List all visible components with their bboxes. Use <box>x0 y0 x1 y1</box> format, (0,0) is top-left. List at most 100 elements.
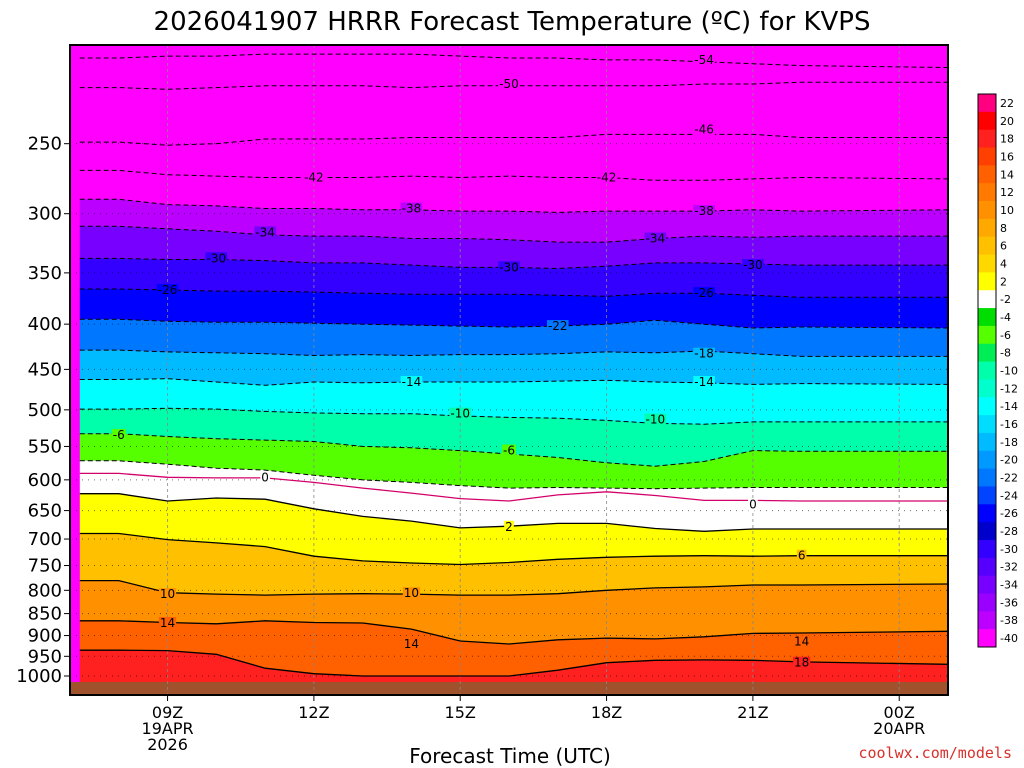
isotherm-label-bg <box>644 232 667 245</box>
band-fill-10 <box>79 580 948 644</box>
colorbar-label: -6 <box>1000 329 1011 342</box>
colorbar-label: -12 <box>1000 382 1018 395</box>
isotherm-label: 14 <box>404 637 419 651</box>
isotherm-label: -46 <box>694 123 714 137</box>
x-tick-label: 09Z <box>152 703 183 722</box>
band-fill-2 <box>79 493 948 565</box>
colorbar-frame <box>977 93 997 648</box>
colorbar-label: -32 <box>1000 561 1018 574</box>
isotherm-label: -6 <box>503 444 515 458</box>
isotherm-label-bg <box>693 375 715 388</box>
x-tick-label: 15Z <box>445 703 476 722</box>
band-fill--22 <box>79 319 948 357</box>
isotherm--30 <box>79 257 948 270</box>
isotherm-label: -50 <box>499 77 519 91</box>
x-tick-label: 19APR <box>142 719 194 738</box>
isotherm-label-bg <box>402 637 421 650</box>
band-fill--18 <box>79 350 948 386</box>
isotherm-label: -14 <box>402 375 422 389</box>
isotherm-label-bg <box>693 123 715 136</box>
isotherm-label-bg <box>303 171 325 184</box>
x-tick-label: 12Z <box>298 703 329 722</box>
colorbar-label: -18 <box>1000 436 1018 449</box>
colorbar-label: 10 <box>1000 204 1014 217</box>
isotherm-label: 0 <box>261 470 269 484</box>
colorbar-swatch <box>978 111 996 131</box>
colorbar-label: -14 <box>1000 400 1018 413</box>
x-tick-label: 00Z <box>884 703 915 722</box>
isotherm-label-bg <box>693 287 715 300</box>
isotherm-label: -30 <box>743 258 763 272</box>
colorbar: 22 20 18 16 14 12 10 8 6 4 2 -2 -4 -6 -8 -10 -12 -14 -16 -1… <box>977 93 1018 648</box>
isotherm--26 <box>79 288 948 298</box>
isotherm-label-bg <box>748 498 758 511</box>
colorbar-label: 6 <box>1000 240 1007 253</box>
band-fill--38 <box>79 199 948 243</box>
colorbar-label: 22 <box>1000 97 1014 110</box>
colorbar-label: 14 <box>1000 168 1014 181</box>
colorbar-swatch <box>978 450 996 470</box>
colorbar-swatch <box>978 575 996 594</box>
y-tick-label: 250 <box>28 134 62 155</box>
isotherm-label: -30 <box>499 260 519 274</box>
isotherm-label: -38 <box>694 204 714 218</box>
isotherm-label-bg <box>158 616 177 629</box>
colorbar-label: -26 <box>1000 507 1018 520</box>
isotherm-label: -26 <box>694 286 714 300</box>
isotherm-label: 2 <box>505 520 513 534</box>
colorbar-swatch <box>978 165 996 184</box>
colorbar-label: -2 <box>1000 293 1011 306</box>
isotherm--6 <box>79 433 948 467</box>
isotherm-label-bg <box>498 77 520 90</box>
isotherm-label: -54 <box>694 53 714 67</box>
isotherm-label: -38 <box>402 202 422 216</box>
isotherm-contours <box>79 53 948 677</box>
colorbar-label: -10 <box>1000 365 1018 378</box>
colorbar-label: -30 <box>1000 543 1018 556</box>
isotherm-label: -34 <box>255 225 275 239</box>
colorbar-swatch <box>978 397 996 416</box>
colorbar-label: 20 <box>1000 115 1014 128</box>
isotherm-label-bg <box>793 635 811 648</box>
credit-text: coolwx.com/models <box>858 744 1012 762</box>
y-tick-label: 450 <box>28 359 62 380</box>
colorbar-label: 4 <box>1000 257 1007 270</box>
isotherm-label: -34 <box>646 231 666 245</box>
isotherm-label: -26 <box>158 283 178 297</box>
band-fill--14 <box>79 378 948 425</box>
isotherm-0 <box>79 472 948 502</box>
x-tick-label: 21Z <box>737 703 768 722</box>
isotherm-14 <box>79 620 948 645</box>
colorbar-label: -36 <box>1000 596 1018 609</box>
isotherm-label: 10 <box>404 586 419 600</box>
colorbar-swatch <box>978 218 996 238</box>
colorbar-swatch <box>978 94 996 113</box>
isotherm--14 <box>79 378 948 386</box>
isotherm-label-bg <box>504 520 514 533</box>
isotherm-label: -10 <box>450 407 470 421</box>
colorbar-swatch <box>978 486 996 505</box>
isotherm-label: 14 <box>794 634 809 648</box>
isotherm--50 <box>79 81 948 90</box>
isotherm-label: -22 <box>548 319 568 333</box>
colorbar-swatch <box>978 468 996 487</box>
x-axis-title: Forecast Time (UTC) <box>409 744 611 768</box>
band-fill--2 <box>79 460 948 501</box>
colorbar-label: -4 <box>1000 311 1011 324</box>
isotherm-10 <box>79 579 948 596</box>
isotherm-label-bg <box>595 171 618 184</box>
y-tick-label: 900 <box>28 626 62 647</box>
colorbar-swatch <box>978 272 996 291</box>
isotherm--38 <box>79 198 948 213</box>
colorbar-swatch <box>978 611 996 630</box>
colorbar-swatch <box>978 379 996 398</box>
colorbar-label: 16 <box>1000 150 1014 163</box>
x-tick-label: 18Z <box>591 703 622 722</box>
isotherm-label: 6 <box>798 549 806 563</box>
y-tick-label: 650 <box>28 501 62 522</box>
isotherm-label-bg <box>742 259 764 272</box>
isotherm--42 <box>79 169 948 181</box>
y-tick-label: 400 <box>28 314 62 335</box>
colorbar-swatch <box>978 236 996 256</box>
isotherm-label-bg <box>693 347 715 360</box>
